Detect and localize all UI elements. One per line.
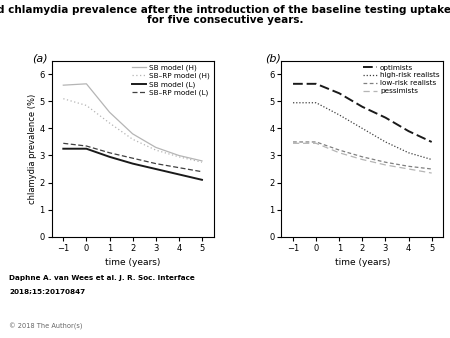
X-axis label: time (years): time (years) [335, 258, 390, 267]
Text: Daphne A. van Wees et al. J. R. Soc. Interface: Daphne A. van Wees et al. J. R. Soc. Int… [9, 275, 195, 282]
X-axis label: time (years): time (years) [105, 258, 160, 267]
Text: © 2018 The Author(s): © 2018 The Author(s) [9, 323, 82, 330]
Text: Estimated chlamydia prevalence after the introduction of the baseline testing up: Estimated chlamydia prevalence after the… [0, 5, 450, 15]
Legend: optimists, high-risk realists, low-risk realists, pessimists: optimists, high-risk realists, low-risk … [363, 65, 440, 94]
Text: 2018;15:20170847: 2018;15:20170847 [9, 289, 85, 295]
Text: (b): (b) [266, 54, 281, 64]
Y-axis label: chlamydia prevalence (%): chlamydia prevalence (%) [27, 94, 36, 204]
Text: for five consecutive years.: for five consecutive years. [147, 15, 303, 25]
Legend: SB model (H), SB–RP model (H), SB model (L), SB–RP model (L): SB model (H), SB–RP model (H), SB model … [132, 65, 210, 96]
Text: (a): (a) [32, 54, 48, 64]
